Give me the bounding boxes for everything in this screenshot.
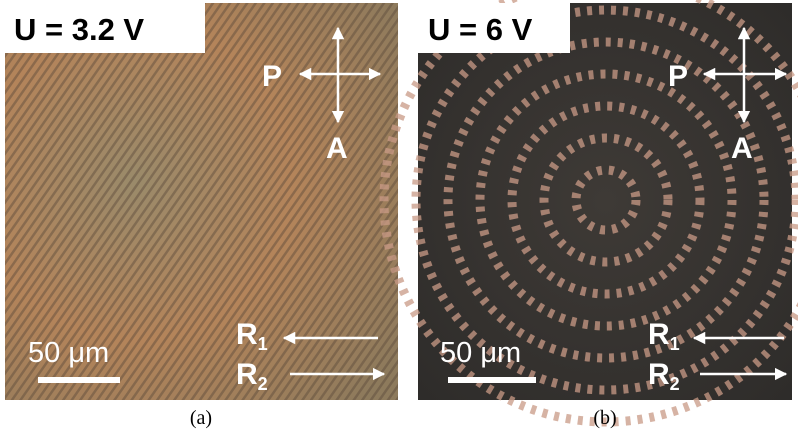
figure: U = 3.2 V P A R1 R2 50 μm (a) U = 6 V P … <box>0 0 798 431</box>
r2-base: R <box>236 358 258 391</box>
r1-base: R <box>236 318 258 351</box>
analyzer-label: A <box>326 132 348 165</box>
scale-bar <box>38 377 120 383</box>
r2-sub: 2 <box>258 374 268 394</box>
r1-base: R <box>648 318 670 351</box>
r2-sub: 2 <box>670 374 680 394</box>
scale-text: 50 μm <box>440 337 521 369</box>
scale-text: 50 μm <box>28 337 109 369</box>
panel-b: U = 6 V P A R1 R2 50 μm (b) <box>384 0 798 429</box>
caption: (a) <box>190 407 212 429</box>
r1-sub: 1 <box>258 334 268 354</box>
scale-bar <box>448 377 536 383</box>
polarizer-label: P <box>262 60 282 93</box>
voltage-label: U = 6 V <box>428 12 533 47</box>
r1-sub: 1 <box>670 334 680 354</box>
caption: (b) <box>593 407 616 429</box>
r2-base: R <box>648 358 670 391</box>
analyzer-label: A <box>731 132 753 165</box>
polarizer-label: P <box>668 60 688 93</box>
panel-a: U = 3.2 V P A R1 R2 50 μm (a) <box>5 3 398 429</box>
voltage-label: U = 3.2 V <box>14 12 144 47</box>
